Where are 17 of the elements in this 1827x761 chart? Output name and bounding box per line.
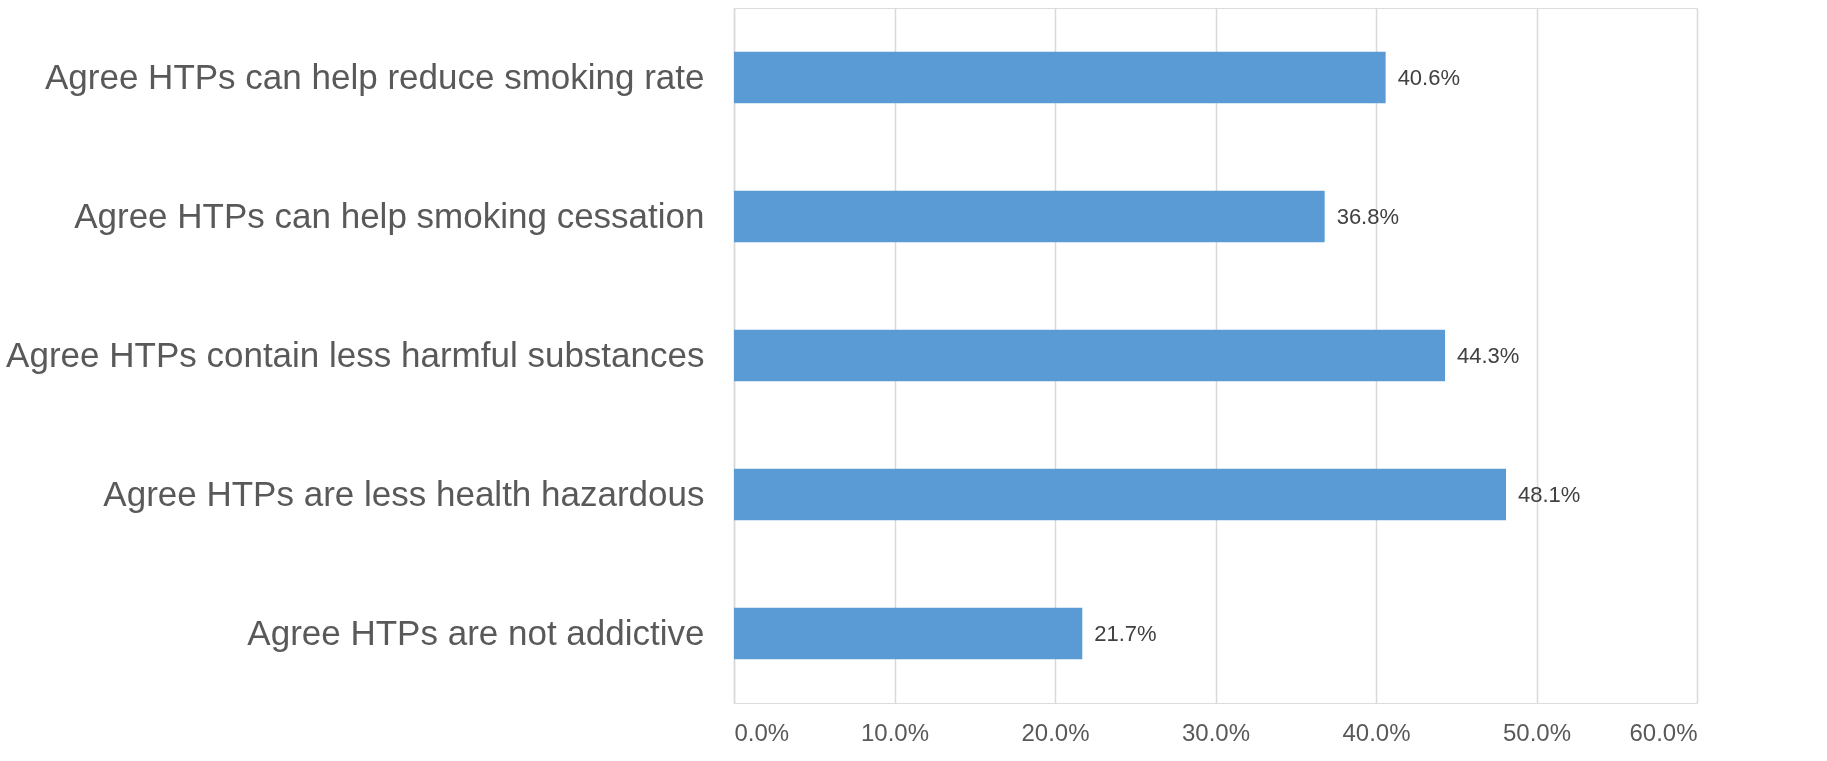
x-tick-label: 10.0%	[860, 718, 930, 746]
y-tick-label: Agree HTPs contain less harmful substances	[6, 334, 705, 374]
data-label: 21.7%	[1094, 620, 1157, 646]
data-label: 36.8%	[1336, 203, 1400, 229]
y-tick-label: Agree HTPs can help smoking cessation	[74, 195, 705, 235]
y-tick-label: Agree HTPs are less health hazardous	[103, 473, 705, 513]
x-tick-label: 50.0%	[1502, 718, 1572, 746]
x-tick-label: 0.0%	[734, 718, 790, 746]
x-tick-label: 40.0%	[1342, 718, 1411, 746]
x-tick-label: 20.0%	[1021, 718, 1090, 746]
data-label: 44.3%	[1457, 342, 1520, 368]
x-tick-label: 60.0%	[1629, 718, 1698, 746]
data-label: 40.6%	[1397, 64, 1461, 90]
y-tick-label: Agree HTPs can help reduce smoking rate	[45, 56, 705, 96]
x-tick-label: 30.0%	[1181, 718, 1251, 746]
y-tick-label: Agree HTPs are not addictive	[247, 612, 705, 652]
data-label: 48.1%	[1518, 481, 1581, 507]
